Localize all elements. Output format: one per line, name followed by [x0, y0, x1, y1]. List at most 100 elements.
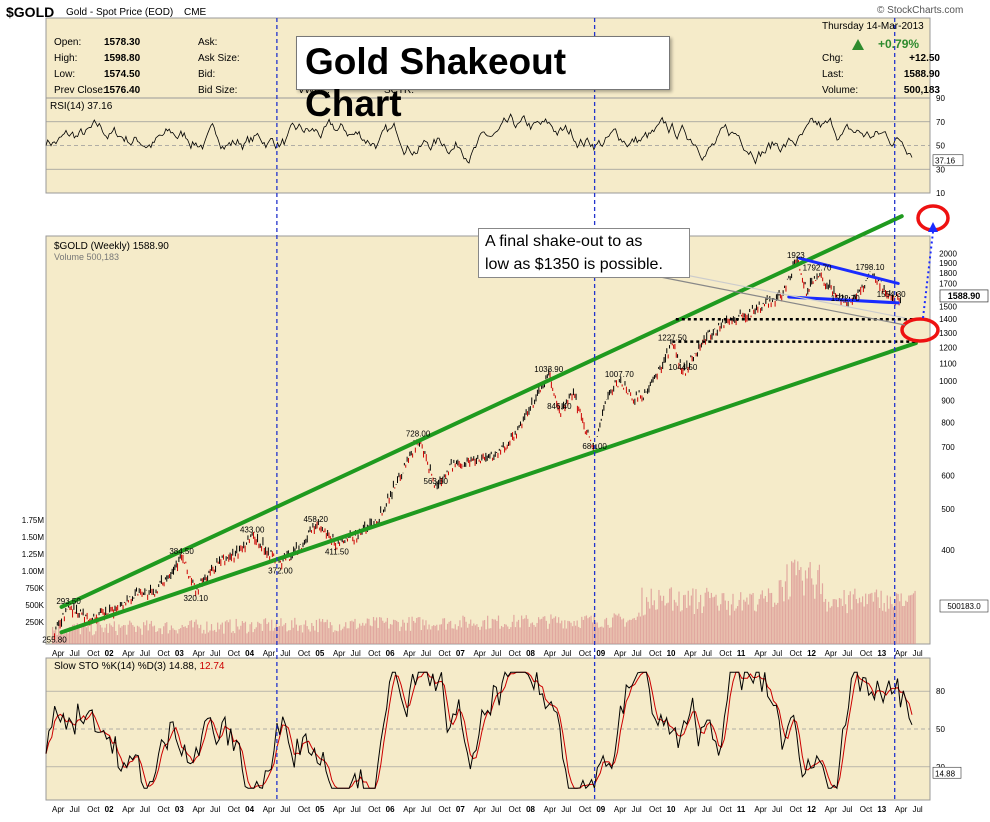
volume-bar — [687, 590, 689, 644]
volume-bar — [800, 567, 802, 644]
volume-bar — [56, 634, 58, 644]
volume-bar — [559, 623, 561, 644]
x-tick-bottom-5: Jul — [140, 805, 150, 814]
x-tick-bottom-31: 09 — [596, 805, 605, 814]
volume-bar — [601, 626, 603, 644]
volume-bar — [329, 622, 331, 644]
volume-bar — [556, 622, 558, 644]
volume-bar — [272, 630, 274, 644]
volume-bar — [292, 627, 294, 644]
stat-value-low: 1574.50 — [104, 69, 141, 80]
x-tick-bottom-13: Jul — [280, 805, 290, 814]
volume-bar — [414, 622, 416, 644]
volume-bar — [81, 626, 83, 644]
volume-bar — [616, 615, 618, 644]
volume-bar — [750, 594, 753, 644]
volume-bar — [713, 596, 716, 644]
x-tick-top-29: Jul — [561, 649, 571, 658]
volume-bar — [186, 627, 188, 644]
volume-bar — [193, 621, 196, 644]
volume-bar — [662, 595, 665, 644]
x-tick-bottom-24: Apr — [473, 805, 486, 814]
volume-bar — [322, 619, 324, 644]
volume-bar — [533, 624, 535, 644]
volume-bar — [846, 613, 848, 644]
volume-bar — [89, 631, 91, 644]
volume-bar — [878, 608, 881, 644]
sto-d-line — [45, 671, 913, 789]
volume-bar — [757, 604, 759, 644]
volume-bar — [676, 605, 679, 644]
volume-bar — [286, 631, 288, 644]
volume-bar — [206, 621, 208, 644]
volume-bar — [490, 628, 492, 644]
volume-bar — [237, 626, 239, 644]
x-tick-bottom-2: Oct — [87, 805, 100, 814]
volume-bar — [624, 626, 626, 644]
stat-ask-size: Ask Size: — [198, 53, 240, 64]
volume-bar — [568, 621, 571, 644]
volume-bar — [288, 630, 290, 644]
volume-bar — [778, 580, 780, 644]
x-tick-top-42: Oct — [790, 649, 803, 658]
volume-bar — [460, 627, 463, 644]
volume-bar — [570, 622, 572, 644]
x-tick-top-18: Oct — [368, 649, 381, 658]
volume-bar — [769, 593, 771, 644]
volume-bar — [744, 601, 746, 644]
price-label-411.50: 411.50 — [325, 548, 349, 557]
volume-bar — [446, 623, 449, 644]
volume-bar — [317, 632, 319, 644]
volume-bar — [187, 625, 189, 644]
title-overlay-box: Gold Shakeout Chart — [296, 36, 670, 124]
volume-bar — [499, 628, 501, 644]
price-label-255.80: 255.80 — [42, 635, 67, 644]
sto-panel-title: Slow STO %K(14) %D(3) 14.88, 12.74 — [54, 661, 224, 672]
volume-bar — [73, 624, 75, 644]
volume-bar — [545, 620, 547, 644]
trendline-wedge-top — [797, 256, 900, 285]
volume-bar — [578, 626, 580, 644]
volume-bar — [201, 633, 203, 644]
x-tick-bottom-23: 07 — [456, 805, 465, 814]
volume-bar — [67, 633, 69, 644]
volume-bar — [76, 623, 78, 644]
volume-bar — [84, 622, 86, 644]
volume-bar — [320, 621, 322, 644]
volume-bar — [588, 617, 591, 644]
volume-bar — [436, 624, 438, 644]
x-tick-bottom-34: Oct — [649, 805, 662, 814]
volume-bar — [130, 622, 132, 644]
volume-bar — [477, 627, 480, 644]
volume-bar — [587, 618, 589, 644]
volume-bar — [487, 615, 489, 644]
volume-bar — [727, 600, 729, 644]
volume-bar — [75, 628, 77, 644]
volume-legend: Volume 500,183 — [54, 252, 120, 262]
volume-bar — [380, 617, 382, 644]
volume-bar — [456, 629, 458, 644]
volume-bar — [558, 617, 560, 644]
volume-bar — [547, 628, 549, 644]
x-tick-bottom-19: 06 — [386, 805, 395, 814]
volume-bar — [581, 616, 583, 644]
volume-bar — [146, 620, 148, 644]
volume-bar — [729, 615, 731, 644]
volume-bar — [257, 621, 259, 644]
volume-bar — [775, 604, 777, 644]
x-tick-bottom-44: Apr — [825, 805, 838, 814]
volume-bar — [362, 622, 364, 644]
volume-bar — [275, 622, 277, 644]
volume-bar — [450, 620, 452, 644]
volume-bar — [189, 620, 191, 644]
volume-bar — [420, 630, 422, 644]
volume-bar — [184, 626, 186, 644]
stat-value-chg: +12.50 — [909, 53, 940, 64]
volume-bar — [280, 618, 282, 644]
volume-bar — [692, 588, 694, 644]
volume-bar — [550, 614, 552, 644]
trendline-wedge-bottom — [787, 295, 900, 305]
volume-bar — [479, 629, 481, 644]
volume-tick-6: 250K — [25, 618, 44, 627]
volume-bar — [749, 593, 751, 644]
